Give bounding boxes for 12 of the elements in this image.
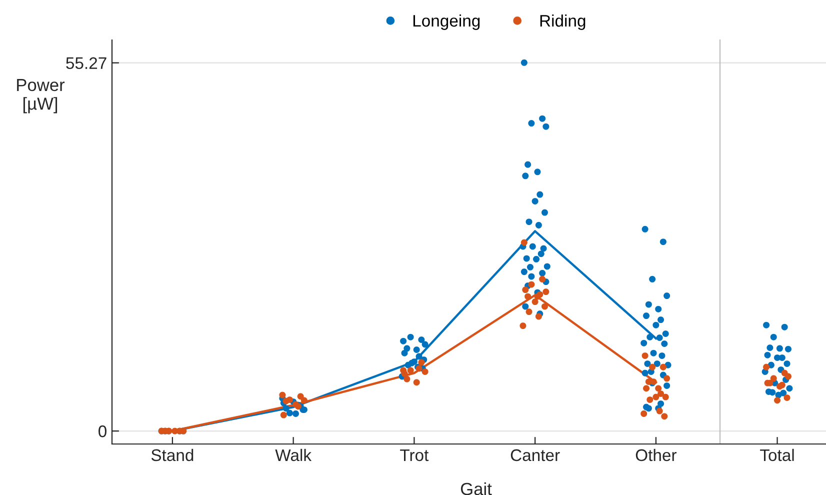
legend-label: Longeing bbox=[413, 14, 480, 30]
y-tick-label: 0 bbox=[98, 425, 106, 438]
legend-label: Riding bbox=[540, 14, 586, 30]
x-tick-label: Total bbox=[760, 448, 794, 462]
x-tick-label: Other bbox=[636, 448, 677, 462]
y-axis-title: Power [µW] bbox=[17, 79, 65, 114]
x-tick-label: Walk bbox=[275, 448, 312, 462]
x-axis-title: Gait bbox=[460, 482, 492, 495]
x-tick-label: Canter bbox=[510, 449, 560, 462]
y-tick-label: 55.27 bbox=[66, 57, 106, 70]
x-tick-label: Stand bbox=[151, 448, 194, 462]
x-tick-label: Trot bbox=[400, 449, 429, 462]
